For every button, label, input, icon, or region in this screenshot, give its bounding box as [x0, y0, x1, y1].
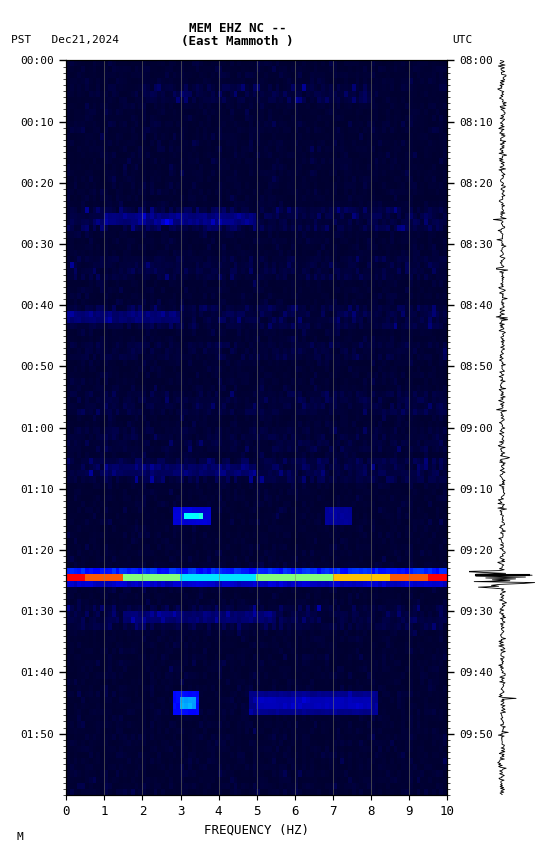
X-axis label: FREQUENCY (HZ): FREQUENCY (HZ)	[204, 823, 309, 836]
Text: PST   Dec21,2024: PST Dec21,2024	[11, 35, 119, 45]
Text: UTC: UTC	[453, 35, 473, 45]
Text: M: M	[17, 832, 23, 842]
Text: MEM EHZ NC --: MEM EHZ NC --	[189, 22, 286, 35]
Text: (East Mammoth ): (East Mammoth )	[181, 35, 294, 48]
